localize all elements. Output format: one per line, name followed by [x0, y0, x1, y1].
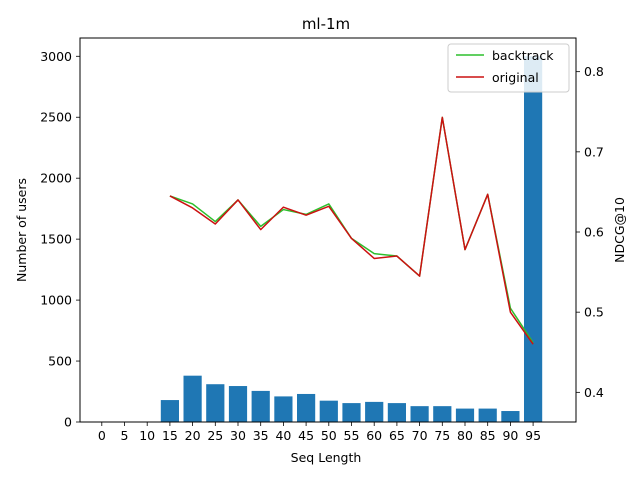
x-tick-label: 45 — [298, 428, 314, 443]
legend-label-backtrack: backtrack — [492, 48, 554, 63]
y2-tick-label: 0.7 — [584, 144, 604, 159]
chart-title: ml-1m — [302, 15, 350, 33]
series-line-backtrack — [169, 116, 534, 344]
bar-30 — [228, 386, 248, 422]
bar-15 — [160, 400, 179, 422]
y-tick-label: 2000 — [40, 171, 72, 186]
y-tick-label: 1000 — [40, 293, 72, 308]
legend-box — [447, 43, 570, 93]
bar-70 — [410, 406, 429, 422]
bar-65 — [387, 403, 406, 422]
x-tick-label: 50 — [321, 428, 337, 443]
x-axis: 0 5 10 15 20 25 30 35 40 45 50 55 60 65 70 75 80 85 90 95 — [98, 422, 541, 443]
x-tick-label: 60 — [366, 428, 382, 443]
y-tick-label: 3000 — [40, 49, 72, 64]
bar-50 — [319, 400, 338, 422]
bar-80 — [455, 408, 475, 422]
bar-40 — [274, 396, 293, 422]
bar-60 — [365, 401, 384, 422]
x-tick-label: 90 — [502, 428, 518, 443]
bar-20 — [183, 375, 202, 422]
x-tick-label: 20 — [185, 428, 201, 443]
bar-45 — [297, 393, 316, 422]
y2-tick-label: 0.6 — [584, 225, 604, 240]
bar-55 — [342, 403, 361, 422]
bar-95 — [524, 56, 543, 422]
x-tick-label: 55 — [344, 428, 360, 443]
x-tick-label: 10 — [139, 428, 155, 443]
x-tick-label: 30 — [230, 428, 246, 443]
bar-85 — [478, 408, 497, 422]
x-tick-label: 15 — [162, 428, 178, 443]
x-tick-label: 70 — [412, 428, 428, 443]
x-tick-label: 65 — [389, 428, 405, 443]
legend-label-original: original — [492, 70, 539, 85]
y-tick-label: 2500 — [40, 110, 72, 125]
y-tick-label: 1500 — [40, 232, 72, 247]
legend: backtrack original — [447, 43, 570, 93]
x-tick-label: 75 — [434, 428, 450, 443]
bar-25 — [206, 384, 225, 422]
x-tick-label: 85 — [480, 428, 496, 443]
x-tick-label: 5 — [121, 428, 129, 443]
lines-layer — [169, 116, 534, 345]
x-tick-label: 40 — [275, 428, 291, 443]
y2-tick-label: 0.5 — [584, 305, 604, 320]
x-axis-label: Seq Length — [291, 450, 362, 465]
x-tick-label: 25 — [207, 428, 223, 443]
y-axis-label: Number of users — [14, 178, 29, 282]
y2-tick-label: 0.8 — [584, 64, 604, 79]
x-tick-label: 0 — [98, 428, 106, 443]
series-line-original — [169, 116, 534, 345]
y2-axis-label: NDCG@10 — [612, 197, 627, 263]
plot-frame — [79, 37, 577, 423]
y-axis-left: 0 500 1000 1500 2000 2500 3000 — [40, 49, 80, 430]
y2-tick-label: 0.4 — [584, 385, 604, 400]
y-axis-right: 0.4 0.5 0.6 0.7 0.8 — [576, 64, 604, 400]
x-tick-label: 80 — [457, 428, 473, 443]
bar-75 — [433, 406, 452, 422]
x-tick-label: 35 — [253, 428, 269, 443]
y-tick-label: 500 — [48, 354, 72, 369]
bar-90 — [501, 411, 520, 422]
bars-layer — [160, 56, 543, 422]
bar-35 — [251, 390, 270, 422]
x-tick-label: 95 — [525, 428, 541, 443]
y-tick-label: 0 — [64, 415, 72, 430]
